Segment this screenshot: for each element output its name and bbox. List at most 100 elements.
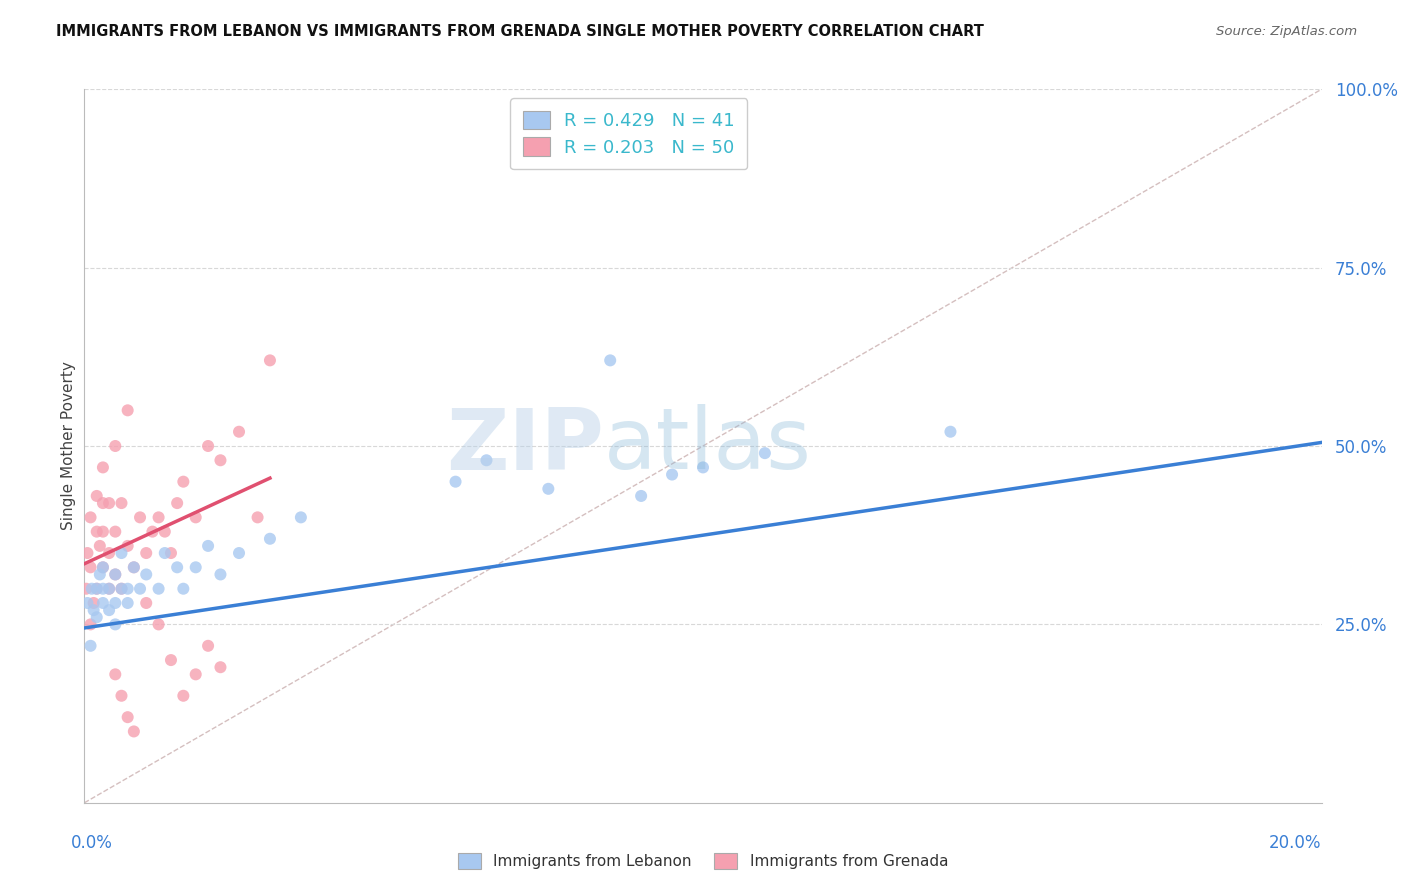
Point	[184, 510, 207, 524]
Point	[104, 567, 127, 582]
Point	[86, 610, 108, 624]
Point	[197, 639, 219, 653]
Point	[79, 617, 101, 632]
Point	[110, 496, 132, 510]
Point	[197, 539, 219, 553]
Point	[172, 475, 194, 489]
Text: atlas: atlas	[605, 404, 813, 488]
Point	[91, 596, 114, 610]
Legend: Immigrants from Lebanon, Immigrants from Grenada: Immigrants from Lebanon, Immigrants from…	[451, 847, 955, 875]
Point	[104, 439, 127, 453]
Point	[444, 475, 467, 489]
Text: IMMIGRANTS FROM LEBANON VS IMMIGRANTS FROM GRENADA SINGLE MOTHER POVERTY CORRELA: IMMIGRANTS FROM LEBANON VS IMMIGRANTS FR…	[56, 24, 984, 38]
Point	[209, 453, 232, 467]
Point	[83, 603, 105, 617]
Point	[630, 489, 652, 503]
Point	[939, 425, 962, 439]
Point	[148, 582, 170, 596]
Point	[661, 467, 683, 482]
Point	[98, 582, 121, 596]
Point	[91, 524, 114, 539]
Point	[475, 453, 498, 467]
Point	[104, 524, 127, 539]
Point	[86, 524, 108, 539]
Point	[110, 689, 132, 703]
Point	[129, 582, 152, 596]
Point	[537, 482, 560, 496]
Point	[104, 596, 127, 610]
Point	[110, 582, 132, 596]
Point	[79, 510, 101, 524]
Point	[135, 567, 157, 582]
Point	[153, 546, 176, 560]
Point	[104, 567, 127, 582]
Point	[228, 546, 250, 560]
Y-axis label: Single Mother Poverty: Single Mother Poverty	[60, 361, 76, 531]
Text: 0.0%: 0.0%	[70, 834, 112, 852]
Point	[83, 596, 105, 610]
Point	[141, 524, 163, 539]
Point	[692, 460, 714, 475]
Point	[172, 689, 194, 703]
Point	[160, 653, 183, 667]
Point	[98, 546, 121, 560]
Point	[228, 425, 250, 439]
Point	[122, 560, 145, 574]
Point	[89, 567, 111, 582]
Point	[209, 660, 232, 674]
Point	[172, 582, 194, 596]
Point	[91, 560, 114, 574]
Point	[599, 353, 621, 368]
Point	[122, 560, 145, 574]
Point	[110, 582, 132, 596]
Point	[166, 496, 188, 510]
Point	[135, 546, 157, 560]
Point	[129, 510, 152, 524]
Point	[91, 560, 114, 574]
Point	[209, 567, 232, 582]
Point	[135, 596, 157, 610]
Point	[197, 439, 219, 453]
Point	[98, 496, 121, 510]
Text: 20.0%: 20.0%	[1270, 834, 1322, 852]
Point	[117, 596, 139, 610]
Point	[86, 582, 108, 596]
Point	[91, 582, 114, 596]
Point	[122, 724, 145, 739]
Point	[75, 582, 97, 596]
Point	[184, 560, 207, 574]
Point	[246, 510, 269, 524]
Point	[290, 510, 312, 524]
Point	[91, 496, 114, 510]
Point	[148, 617, 170, 632]
Text: ZIP: ZIP	[446, 404, 605, 488]
Point	[98, 603, 121, 617]
Point	[117, 710, 139, 724]
Point	[86, 489, 108, 503]
Point	[148, 510, 170, 524]
Point	[153, 524, 176, 539]
Point	[76, 546, 98, 560]
Point	[91, 460, 114, 475]
Point	[117, 582, 139, 596]
Legend: R = 0.429   N = 41, R = 0.203   N = 50: R = 0.429 N = 41, R = 0.203 N = 50	[510, 98, 748, 169]
Point	[89, 539, 111, 553]
Point	[184, 667, 207, 681]
Point	[110, 546, 132, 560]
Point	[76, 596, 98, 610]
Point	[86, 582, 108, 596]
Point	[79, 560, 101, 574]
Point	[117, 403, 139, 417]
Point	[259, 532, 281, 546]
Point	[98, 582, 121, 596]
Point	[166, 560, 188, 574]
Point	[104, 667, 127, 681]
Point	[79, 639, 101, 653]
Point	[259, 353, 281, 368]
Point	[160, 546, 183, 560]
Point	[117, 539, 139, 553]
Point	[754, 446, 776, 460]
Point	[104, 617, 127, 632]
Text: Source: ZipAtlas.com: Source: ZipAtlas.com	[1216, 25, 1357, 37]
Point	[80, 582, 103, 596]
